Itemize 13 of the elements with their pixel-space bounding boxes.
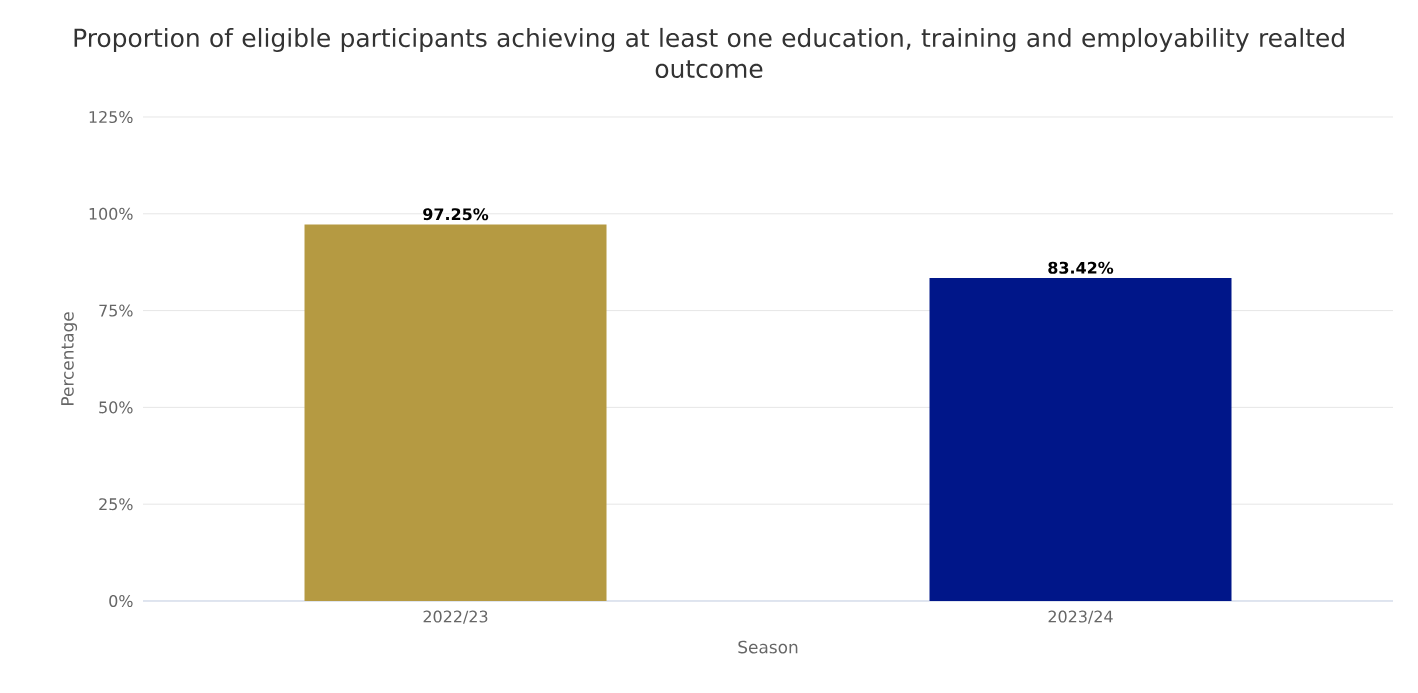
- data-label: 83.42%: [1048, 261, 1114, 274]
- y-tick-label: 100%: [89, 207, 133, 220]
- x-tick-label: 2023/24: [1048, 610, 1113, 624]
- y-tick-label: 25%: [99, 498, 133, 511]
- y-tick-label: 50%: [99, 401, 133, 414]
- y-tick-label: 0%: [109, 594, 133, 608]
- chart-title: Proportion of eligible participants achieving at least one education, training and employability realted outcome: [74, 27, 1344, 79]
- y-axis-title: Percentage: [61, 312, 78, 405]
- data-label: 97.25%: [423, 208, 489, 221]
- y-tick-label: 125%: [89, 110, 133, 123]
- x-axis-title: Season: [738, 640, 798, 654]
- y-tick-label: 75%: [99, 304, 133, 317]
- x-tick-label: 2022/23: [423, 610, 488, 624]
